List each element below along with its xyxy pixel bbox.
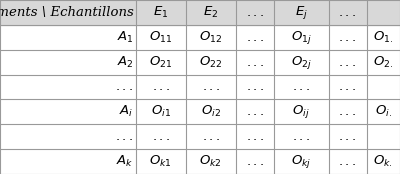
Text: $...$: $...$	[246, 130, 264, 143]
Text: $O_{2j}$: $O_{2j}$	[291, 54, 312, 71]
Text: $...$: $...$	[246, 81, 264, 93]
Text: $...$: $...$	[246, 155, 264, 168]
Text: $...$: $...$	[292, 130, 310, 143]
Text: $A_i$: $A_i$	[120, 104, 134, 119]
Text: $...$: $...$	[246, 6, 264, 19]
Text: $O_{2.}$: $O_{2.}$	[373, 55, 394, 70]
Text: $O_{11}$: $O_{11}$	[149, 30, 172, 45]
Text: $...$: $...$	[338, 81, 357, 93]
Text: $O_{1j}$: $O_{1j}$	[291, 29, 312, 46]
Bar	[0, 0, 400, 25]
Text: $...$: $...$	[246, 31, 264, 44]
Text: $...$: $...$	[338, 155, 357, 168]
Text: $...$: $...$	[338, 105, 357, 118]
Text: $...$: $...$	[202, 81, 220, 93]
Text: $...$: $...$	[115, 81, 134, 93]
Text: $...$: $...$	[152, 81, 170, 93]
Text: $...$: $...$	[338, 130, 357, 143]
Text: Événements \ Echantillons: Événements \ Echantillons	[0, 6, 134, 19]
Text: $...$: $...$	[246, 105, 264, 118]
Text: $...$: $...$	[292, 81, 310, 93]
Text: $O_{i2}$: $O_{i2}$	[201, 104, 221, 119]
Text: $O_{i1}$: $O_{i1}$	[151, 104, 171, 119]
Text: $...$: $...$	[115, 130, 134, 143]
Text: $O_{k.}$: $O_{k.}$	[374, 154, 393, 169]
Text: $...$: $...$	[152, 130, 170, 143]
Text: $O_{1.}$: $O_{1.}$	[373, 30, 394, 45]
Text: $O_{k1}$: $O_{k1}$	[149, 154, 172, 169]
Text: $...$: $...$	[202, 130, 220, 143]
Text: $O_{ij}$: $O_{ij}$	[292, 103, 310, 120]
Text: $O_{i.}$: $O_{i.}$	[375, 104, 392, 119]
Text: $A_k$: $A_k$	[116, 154, 134, 169]
Text: $...$: $...$	[338, 56, 357, 69]
Text: $O_{21}$: $O_{21}$	[149, 55, 172, 70]
Text: $A_1$: $A_1$	[117, 30, 134, 45]
Text: $...$: $...$	[338, 31, 357, 44]
Text: $O_{12}$: $O_{12}$	[199, 30, 222, 45]
Text: $...$: $...$	[246, 56, 264, 69]
Text: $O_{kj}$: $O_{kj}$	[291, 153, 311, 170]
Text: $E_2$: $E_2$	[203, 5, 218, 20]
Text: $E_j$: $E_j$	[295, 4, 308, 21]
Text: $O_{k2}$: $O_{k2}$	[199, 154, 222, 169]
Text: $O_{22}$: $O_{22}$	[199, 55, 222, 70]
Text: $...$: $...$	[338, 6, 357, 19]
Text: $A_2$: $A_2$	[117, 55, 134, 70]
Text: $E_1$: $E_1$	[153, 5, 168, 20]
